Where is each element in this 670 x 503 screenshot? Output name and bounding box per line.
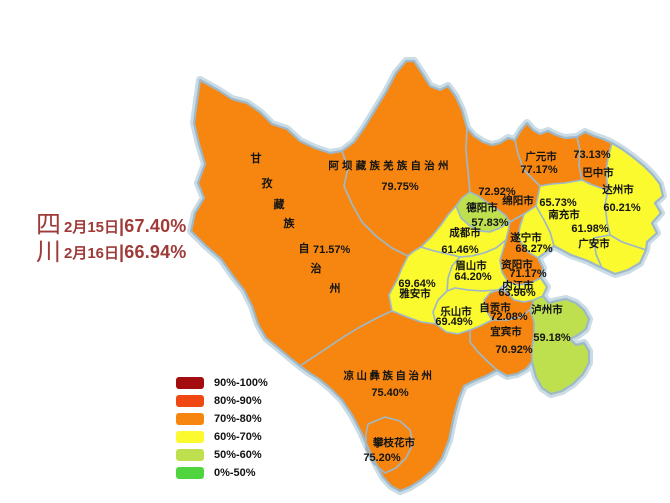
- label-luzhou: 泸州市: [531, 303, 563, 316]
- label-liangshan: 凉山彝族自治州: [344, 369, 435, 382]
- label-guangan: 广安市: [578, 237, 610, 250]
- legend-row: 90%-100%: [176, 377, 268, 389]
- province-char-2: 川: [36, 239, 62, 266]
- label-ganzi-char: 州: [329, 282, 341, 295]
- value-zigong: 72.08%: [490, 311, 528, 323]
- legend-row: 0%-50%: [176, 467, 268, 479]
- label-ganzi-char: 族: [284, 216, 296, 230]
- label-bazhong: 巴中市: [582, 166, 614, 179]
- value-mianyang: 72.92%: [478, 186, 516, 198]
- legend-row: 70%-80%: [176, 413, 268, 425]
- legend-row: 60%-70%: [176, 431, 268, 443]
- label-yibin: 宜宾市: [490, 325, 522, 338]
- value-suining: 68.27%: [515, 243, 553, 255]
- label-zigong: 自贡市: [479, 301, 511, 314]
- value-ziyang: 71.17%: [509, 268, 547, 280]
- value-luzhou: 59.18%: [533, 332, 571, 344]
- label-aba: 阿坝藏族羌族自治州: [328, 159, 451, 172]
- region-layer: [190, 60, 664, 492]
- value-neijiang: 63.96%: [498, 287, 536, 299]
- legend-swatch-50-60: [176, 449, 204, 461]
- label-guangyuan: 广元市: [525, 150, 557, 163]
- legend-label: 60%-70%: [214, 431, 262, 443]
- map-outer-border: [189, 59, 665, 493]
- label-ganzi-char: 自: [299, 241, 310, 255]
- label-ganzi-char: 治: [311, 261, 322, 275]
- label-ganzi-char: 甘: [251, 151, 262, 165]
- label-meishan: 眉山市: [455, 259, 487, 272]
- region-yaan: [388, 246, 461, 325]
- rate-line-1: 2月15日|67.40%: [64, 216, 187, 236]
- legend-swatch-90-100: [176, 377, 204, 389]
- label-ganzi-char: 孜: [262, 176, 274, 190]
- value-meishan: 64.20%: [454, 271, 492, 283]
- value-leshan: 69.49%: [435, 316, 473, 328]
- label-yaan: 雅安市: [399, 287, 431, 300]
- label-deyang: 德阳市: [465, 201, 498, 214]
- legend-swatch-60-70: [176, 431, 204, 443]
- label-chengdu: 成都市: [449, 226, 481, 239]
- value-ganzi: 71.57%: [313, 244, 351, 256]
- legend-swatch-80-90: [176, 395, 204, 407]
- label-dazhou: 达州市: [602, 183, 634, 196]
- legend: 90%-100% 80%-90% 70%-80% 60%-70% 50%-60%…: [176, 377, 268, 485]
- legend-swatch-0-50: [176, 467, 204, 479]
- rate-line-2: 2月16日|66.94%: [64, 242, 187, 262]
- region-panzhihua: [365, 416, 414, 474]
- legend-label: 80%-90%: [214, 395, 262, 407]
- province-title: 四 川: [36, 212, 61, 266]
- value-dazhou: 60.21%: [603, 202, 641, 214]
- value-yibin: 70.92%: [495, 344, 533, 356]
- label-leshan: 乐山市: [440, 305, 472, 318]
- legend-label: 50%-60%: [214, 449, 262, 461]
- legend-swatch-70-80: [176, 413, 204, 425]
- value-liangshan: 75.40%: [371, 387, 409, 399]
- value-deyang: 57.83%: [471, 217, 509, 229]
- province-char-1: 四: [36, 212, 62, 239]
- value-guangan: 61.98%: [571, 223, 609, 235]
- label-neijiang: 内江市: [502, 279, 534, 292]
- label-ziyang: 资阳市: [501, 258, 533, 271]
- value-panzhihua: 75.20%: [363, 452, 401, 464]
- value-nanchong: 65.73%: [539, 197, 577, 209]
- value-aba: 79.75%: [381, 181, 419, 193]
- label-nanchong: 南充市: [548, 208, 580, 221]
- label-ganzi-char: 藏: [274, 197, 285, 211]
- label-panzhihua: 攀枝花市: [372, 436, 415, 449]
- value-chengdu: 61.46%: [441, 244, 479, 256]
- label-mianyang: 绵阳市: [502, 194, 534, 207]
- value-guangyuan: 77.17%: [520, 164, 558, 176]
- legend-row: 80%-90%: [176, 395, 268, 407]
- value-bazhong: 73.13%: [573, 149, 611, 161]
- legend-row: 50%-60%: [176, 449, 268, 461]
- rate-annotations: 2月15日|67.40% 2月16日|66.94%: [64, 213, 187, 265]
- legend-label: 0%-50%: [214, 467, 256, 479]
- label-layer: 甘 孜 藏 族 自 治 州 71.57% 阿坝藏族羌族自治州 79.75% 广元…: [251, 149, 641, 464]
- legend-label: 90%-100%: [214, 377, 268, 389]
- label-suining: 遂宁市: [510, 231, 542, 244]
- value-yaan: 69.64%: [398, 278, 436, 290]
- legend-label: 70%-80%: [214, 413, 262, 425]
